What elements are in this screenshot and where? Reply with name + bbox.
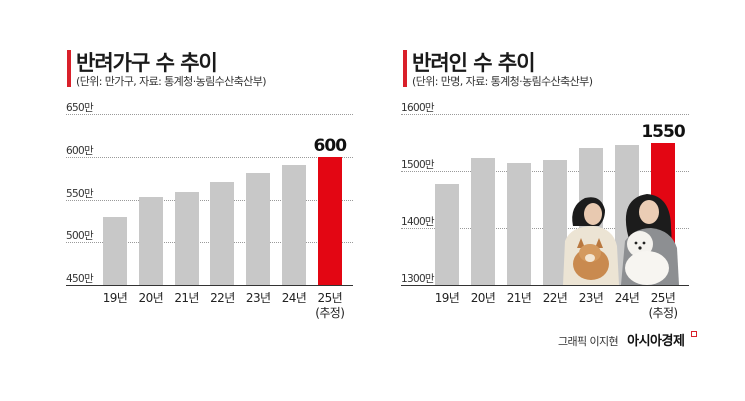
bar: [435, 184, 459, 285]
chart-title: 반려인 수 추이: [412, 51, 536, 75]
owners-chart-panel: 반려인 수 추이 (단위: 만명, 자료: 통계청·농림수산축산부): [370, 0, 745, 401]
x-tick-label: 20년: [470, 291, 496, 305]
bar: [210, 182, 235, 285]
bar: [138, 196, 163, 285]
highlight-bar: [317, 156, 342, 285]
chart-subtitle: (단위: 만가구, 자료: 통계청·농림수산축산부): [76, 75, 267, 88]
x-tick-label: 25년 (추정): [643, 291, 683, 321]
x-tick-label: 24년: [281, 291, 307, 305]
x-tick-label: 22년: [210, 291, 235, 305]
x-tick-label: 19년: [102, 291, 128, 305]
y-tick-label: 1300만: [401, 273, 435, 285]
title-accent-bar: [403, 50, 407, 87]
title-accent-bar: [67, 50, 71, 87]
graphic-credit: 그래픽 이지현 아시아경제: [558, 330, 697, 349]
y-tick-label: 650만: [66, 102, 94, 114]
x-axis-baseline: [66, 285, 353, 286]
estimate-note: (추정): [648, 306, 678, 320]
y-tick-label: 1400만: [401, 216, 435, 228]
bar: [507, 163, 531, 285]
households-plot-area: 450만 500만 550만 600만 650만 600: [66, 102, 353, 286]
x-tick-label: 21년: [506, 291, 532, 305]
gridline: [401, 114, 689, 115]
credit-byline: 그래픽 이지현: [558, 335, 619, 348]
gridline: [66, 242, 353, 244]
y-tick-label: 1500만: [401, 159, 435, 171]
highlight-value-label: 1550: [641, 121, 685, 142]
x-tick-label: 21년: [174, 291, 199, 305]
brand-logo-text: 아시아경제: [627, 334, 685, 349]
chart-subtitle: (단위: 만명, 자료: 통계청·농림수산축산부): [412, 75, 593, 88]
bar: [103, 216, 127, 285]
bar: [543, 160, 567, 285]
y-tick-label: 500만: [66, 230, 94, 243]
gridline: [66, 199, 353, 201]
people-with-dogs-photo: [555, 186, 685, 285]
households-chart-panel: 반려가구 수 추이 (단위: 만가구, 자료: 통계청·농림수산축산부) 450…: [0, 0, 370, 401]
chart-title: 반려가구 수 추이: [76, 51, 218, 75]
x-tick-label: 23년: [578, 291, 604, 305]
y-tick-label: 1600만: [401, 102, 435, 114]
x-tick-label: 23년: [245, 291, 271, 305]
y-tick-label: 600만: [66, 144, 94, 157]
x-axis-baseline: [401, 285, 689, 286]
gridline: [66, 114, 353, 115]
x-tick-label: 25년 (추정): [310, 291, 350, 321]
y-tick-label: 450만: [66, 273, 94, 285]
bar: [174, 191, 199, 285]
x-tick-label: 19년: [434, 291, 460, 305]
bar: [282, 165, 306, 285]
estimate-note: (추정): [315, 306, 345, 320]
y-tick-label: 550만: [66, 187, 94, 200]
highlight-value-label: 600: [313, 135, 348, 156]
gridline: [66, 156, 353, 158]
bar: [246, 173, 271, 285]
brand-mark-icon: [690, 331, 697, 337]
bar: [471, 157, 495, 285]
x-tick-label: 20년: [138, 291, 164, 305]
x-tick-label: 24년: [614, 291, 640, 305]
x-tick-label: 22년: [542, 291, 568, 305]
